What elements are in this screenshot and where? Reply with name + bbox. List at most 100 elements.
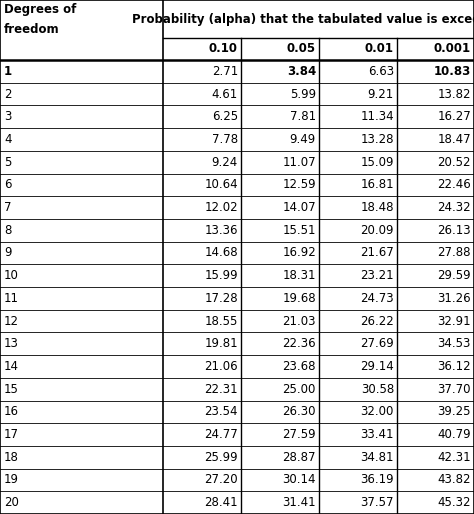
Text: 39.25: 39.25 — [438, 406, 471, 418]
Text: 21.06: 21.06 — [204, 360, 238, 373]
Text: 28.41: 28.41 — [204, 496, 238, 509]
Text: 37.57: 37.57 — [361, 496, 394, 509]
Text: 18.48: 18.48 — [361, 201, 394, 214]
Text: 9: 9 — [4, 246, 11, 260]
Text: 15.09: 15.09 — [361, 156, 394, 169]
Text: 17: 17 — [4, 428, 19, 441]
Text: 4.61: 4.61 — [212, 87, 238, 101]
Text: 26.22: 26.22 — [360, 315, 394, 327]
Text: 27.59: 27.59 — [283, 428, 316, 441]
Text: 36.19: 36.19 — [360, 473, 394, 486]
Text: 40.79: 40.79 — [438, 428, 471, 441]
Text: 20.09: 20.09 — [361, 224, 394, 237]
Text: 30.58: 30.58 — [361, 382, 394, 396]
Text: 6: 6 — [4, 178, 11, 191]
Text: 2.71: 2.71 — [212, 65, 238, 78]
Text: 22.36: 22.36 — [283, 337, 316, 350]
Text: 18.55: 18.55 — [205, 315, 238, 327]
Text: 23.54: 23.54 — [204, 406, 238, 418]
Text: 28.87: 28.87 — [283, 451, 316, 464]
Text: 0.01: 0.01 — [365, 43, 394, 56]
Text: 13: 13 — [4, 337, 19, 350]
Text: 14.68: 14.68 — [204, 246, 238, 260]
Text: 29.59: 29.59 — [438, 269, 471, 282]
Text: 45.32: 45.32 — [438, 496, 471, 509]
Text: 27.69: 27.69 — [360, 337, 394, 350]
Text: Degrees of: Degrees of — [4, 3, 76, 16]
Text: 29.14: 29.14 — [360, 360, 394, 373]
Text: 24.73: 24.73 — [360, 292, 394, 305]
Text: 32.91: 32.91 — [438, 315, 471, 327]
Text: 36.12: 36.12 — [438, 360, 471, 373]
Text: 3: 3 — [4, 110, 11, 123]
Text: 14.07: 14.07 — [283, 201, 316, 214]
Text: 16.27: 16.27 — [437, 110, 471, 123]
Text: 19: 19 — [4, 473, 19, 486]
Text: 18.47: 18.47 — [438, 133, 471, 146]
Text: 6.63: 6.63 — [368, 65, 394, 78]
Text: 7.78: 7.78 — [212, 133, 238, 146]
Text: 16.81: 16.81 — [360, 178, 394, 191]
Text: 12.02: 12.02 — [204, 201, 238, 214]
Text: 5: 5 — [4, 156, 11, 169]
Text: 13.82: 13.82 — [438, 87, 471, 101]
Text: 22.46: 22.46 — [437, 178, 471, 191]
Text: 4: 4 — [4, 133, 11, 146]
Text: 26.13: 26.13 — [438, 224, 471, 237]
Text: 0.05: 0.05 — [287, 43, 316, 56]
Text: 11: 11 — [4, 292, 19, 305]
Text: 2: 2 — [4, 87, 11, 101]
Text: 43.82: 43.82 — [438, 473, 471, 486]
Text: 25.00: 25.00 — [283, 382, 316, 396]
Text: 24.32: 24.32 — [438, 201, 471, 214]
Text: 13.36: 13.36 — [204, 224, 238, 237]
Text: 24.77: 24.77 — [204, 428, 238, 441]
Text: 19.81: 19.81 — [204, 337, 238, 350]
Text: 3.84: 3.84 — [287, 65, 316, 78]
Text: 23.21: 23.21 — [360, 269, 394, 282]
Text: 0.001: 0.001 — [434, 43, 471, 56]
Text: 34.81: 34.81 — [361, 451, 394, 464]
Text: 8: 8 — [4, 224, 11, 237]
Text: 22.31: 22.31 — [204, 382, 238, 396]
Text: 12.59: 12.59 — [283, 178, 316, 191]
Text: 9.24: 9.24 — [212, 156, 238, 169]
Text: 42.31: 42.31 — [438, 451, 471, 464]
Text: 16.92: 16.92 — [282, 246, 316, 260]
Text: 37.70: 37.70 — [438, 382, 471, 396]
Text: freedom: freedom — [4, 23, 60, 36]
Text: 10.83: 10.83 — [434, 65, 471, 78]
Text: 20.52: 20.52 — [438, 156, 471, 169]
Text: 31.26: 31.26 — [438, 292, 471, 305]
Text: 23.68: 23.68 — [283, 360, 316, 373]
Text: 7.81: 7.81 — [290, 110, 316, 123]
Text: 25.99: 25.99 — [204, 451, 238, 464]
Text: 9.49: 9.49 — [290, 133, 316, 146]
Text: 27.88: 27.88 — [438, 246, 471, 260]
Text: 18.31: 18.31 — [283, 269, 316, 282]
Text: Probability (alpha) that the tabulated value is exceeded: Probability (alpha) that the tabulated v… — [132, 12, 474, 26]
Text: 30.14: 30.14 — [283, 473, 316, 486]
Text: 7: 7 — [4, 201, 11, 214]
Text: 14: 14 — [4, 360, 19, 373]
Text: 20: 20 — [4, 496, 19, 509]
Text: 19.68: 19.68 — [283, 292, 316, 305]
Text: 34.53: 34.53 — [438, 337, 471, 350]
Text: 12: 12 — [4, 315, 19, 327]
Text: 9.21: 9.21 — [368, 87, 394, 101]
Text: 11.07: 11.07 — [283, 156, 316, 169]
Text: 27.20: 27.20 — [204, 473, 238, 486]
Text: 21.67: 21.67 — [360, 246, 394, 260]
Text: 15: 15 — [4, 382, 19, 396]
Text: 32.00: 32.00 — [361, 406, 394, 418]
Text: 1: 1 — [4, 65, 12, 78]
Text: 0.10: 0.10 — [209, 43, 238, 56]
Text: 16: 16 — [4, 406, 19, 418]
Text: 5.99: 5.99 — [290, 87, 316, 101]
Text: 13.28: 13.28 — [361, 133, 394, 146]
Text: 11.34: 11.34 — [360, 110, 394, 123]
Text: 18: 18 — [4, 451, 19, 464]
Text: 10: 10 — [4, 269, 19, 282]
Text: 10.64: 10.64 — [204, 178, 238, 191]
Text: 31.41: 31.41 — [283, 496, 316, 509]
